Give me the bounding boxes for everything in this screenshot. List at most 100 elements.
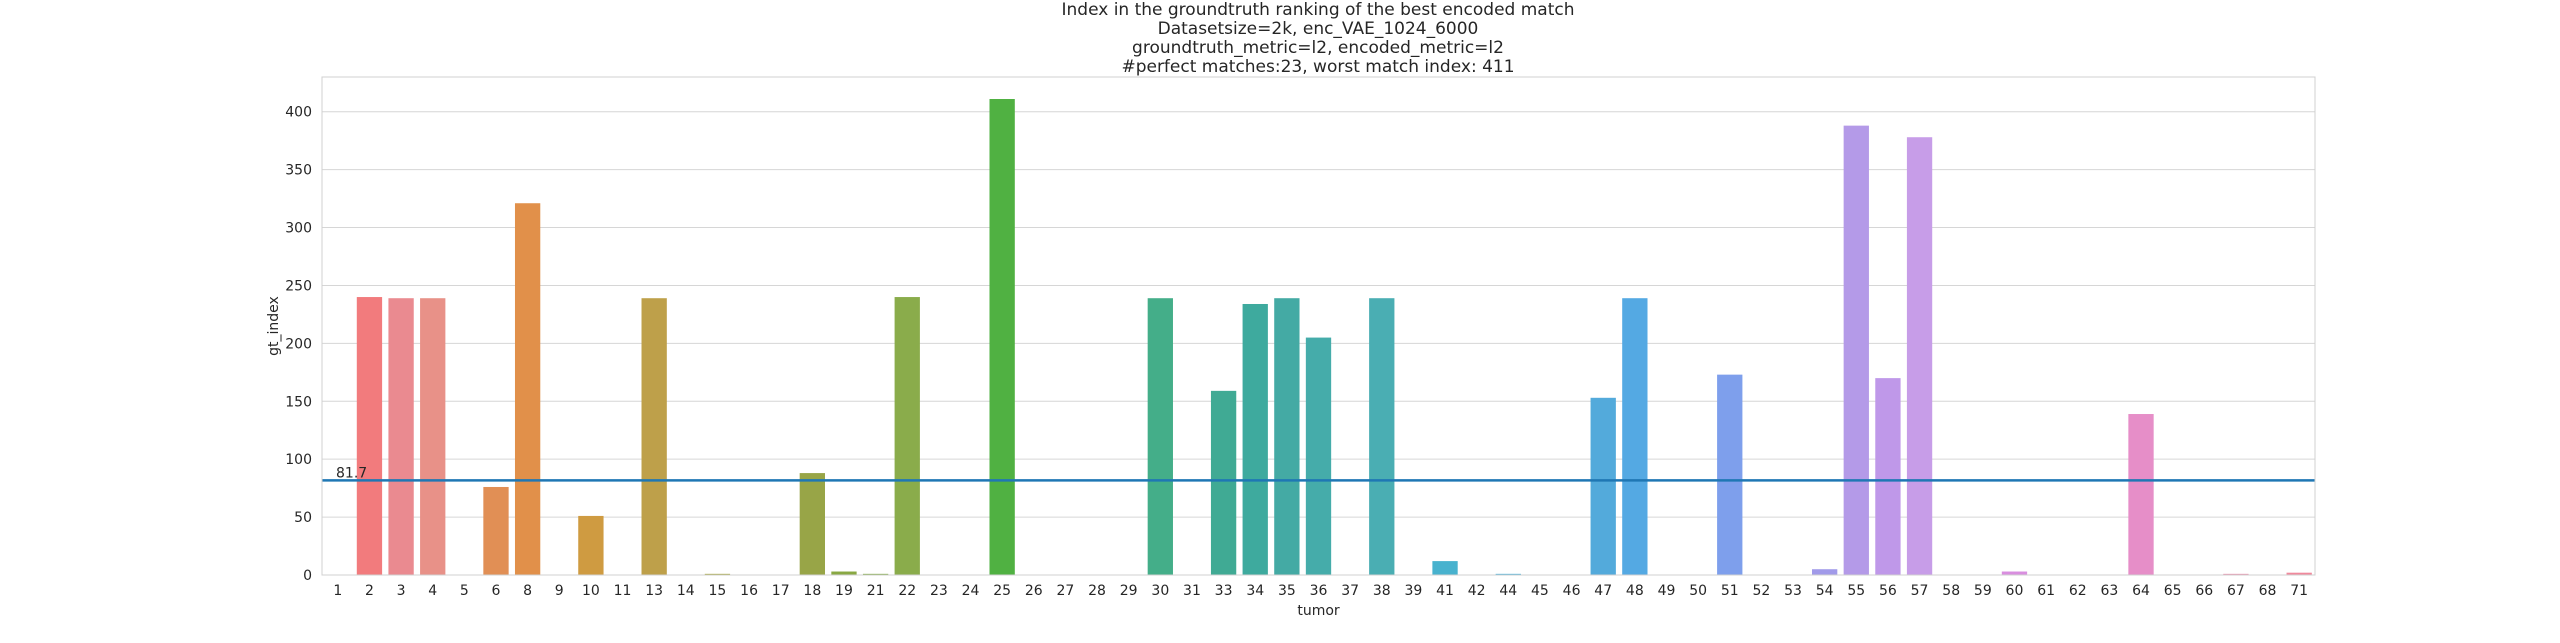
x-tick-label: 46 (1563, 583, 1581, 599)
x-tick-label: 27 (1057, 583, 1075, 599)
x-tick-label: 22 (898, 583, 916, 599)
chart-title-line-3: groundtruth_metric=l2, encoded_metric=l2 (1132, 38, 1504, 58)
x-tick-label: 11 (614, 583, 632, 599)
bar-tumor-54 (1812, 569, 1838, 575)
x-tick-label: 6 (492, 583, 501, 599)
bar-tumor-30 (1147, 298, 1173, 575)
x-tick-label: 53 (1784, 583, 1802, 599)
x-tick-label: 5 (460, 583, 469, 599)
x-tick-label: 33 (1215, 583, 1233, 599)
x-tick-label: 52 (1752, 583, 1770, 599)
y-tick-label: 100 (285, 452, 312, 468)
bar-tumor-36 (1305, 337, 1332, 575)
y-tick-label: 150 (285, 394, 312, 410)
bar-tumor-19 (831, 571, 857, 575)
x-tick-label: 63 (2100, 583, 2118, 599)
mean-line-label: 81.7 (336, 465, 367, 481)
x-tick-label: 31 (1183, 583, 1201, 599)
bar-tumor-22 (894, 297, 920, 575)
y-axis-label: gt_index (266, 296, 282, 356)
x-tick-label: 4 (428, 583, 437, 599)
x-tick-label: 47 (1594, 583, 1612, 599)
bars (356, 99, 2312, 576)
bar-tumor-15 (704, 573, 731, 575)
x-tick-label: 8 (523, 583, 532, 599)
x-tick-label: 21 (867, 583, 885, 599)
plot-frame (321, 76, 2316, 576)
bar-tumor-3 (388, 298, 414, 575)
x-tick-label: 54 (1816, 583, 1834, 599)
x-tick-label: 57 (1911, 583, 1929, 599)
y-tick-label: 0 (303, 568, 312, 584)
x-tick-label: 10 (582, 583, 600, 599)
y-tick-label: 300 (285, 221, 312, 237)
x-tick-label: 1 (333, 583, 342, 599)
bar-tumor-25 (989, 99, 1015, 576)
chart-title: Index in the groundtruth ranking of the … (1061, 0, 1574, 77)
y-tick-label: 200 (285, 336, 312, 352)
x-tick-label: 42 (1468, 583, 1486, 599)
x-tick-labels: 1 2 3 4 5 6 8 9 10 11 13 14 15 16 17 18 19 21 22 23 24 25 26 27… (333, 583, 2308, 599)
bar-tumor-21 (862, 573, 889, 575)
x-tick-label: 19 (835, 583, 853, 599)
bar-tumor-13 (641, 298, 667, 575)
bar-tumor-60 (2001, 571, 2028, 575)
x-tick-label: 30 (1151, 583, 1169, 599)
x-tick-label: 50 (1689, 583, 1707, 599)
bar-tumor-8 (514, 203, 541, 575)
bar-tumor-10 (578, 515, 604, 575)
x-tick-label: 9 (555, 583, 564, 599)
x-tick-label: 17 (772, 583, 790, 599)
x-tick-label: 16 (740, 583, 758, 599)
x-tick-label: 60 (2006, 583, 2024, 599)
bar-tumor-33 (1210, 390, 1237, 575)
y-tick-label: 400 (285, 105, 312, 121)
x-tick-label: 38 (1373, 583, 1391, 599)
x-axis-label: tumor (1297, 603, 1340, 619)
x-tick-label: 41 (1436, 583, 1454, 599)
x-tick-label: 65 (2164, 583, 2182, 599)
x-tick-label: 37 (1341, 583, 1359, 599)
x-tick-label: 45 (1531, 583, 1549, 599)
mean-line-group: 81.7 (322, 465, 2315, 482)
y-tick-label: 250 (285, 278, 312, 294)
x-tick-label: 13 (645, 583, 663, 599)
bar-tumor-51 (1717, 374, 1743, 575)
bar-tumor-71 (2286, 572, 2312, 575)
bar-tumor-38 (1369, 298, 1395, 575)
x-tick-label: 48 (1626, 583, 1644, 599)
x-tick-label: 71 (2290, 583, 2308, 599)
x-tick-label: 35 (1278, 583, 1296, 599)
bar-tumor-57 (1906, 137, 1933, 575)
x-tick-label: 66 (2195, 583, 2213, 599)
x-tick-label: 18 (803, 583, 821, 599)
bar-tumor-6 (483, 486, 509, 575)
x-tick-label: 44 (1499, 583, 1517, 599)
y-tick-label: 50 (294, 510, 312, 526)
chart-title-line-4: #perfect matches:23, worst match index: … (1121, 57, 1514, 77)
bar-tumor-47 (1590, 397, 1616, 575)
x-tick-label: 67 (2227, 583, 2245, 599)
x-tick-label: 64 (2132, 583, 2150, 599)
bar-tumor-64 (2128, 414, 2154, 575)
x-tick-label: 51 (1721, 583, 1739, 599)
x-tick-label: 29 (1120, 583, 1138, 599)
bar-tumor-67 (2223, 573, 2249, 575)
chart-title-line-2: Datasetsize=2k, enc_VAE_1024_6000 (1158, 19, 1479, 39)
x-tick-label: 68 (2259, 583, 2277, 599)
bar-tumor-34 (1242, 303, 1268, 575)
x-tick-label: 49 (1658, 583, 1676, 599)
x-tick-label: 25 (993, 583, 1011, 599)
x-tick-label: 34 (1246, 583, 1264, 599)
x-tick-label: 55 (1847, 583, 1865, 599)
x-tick-label: 61 (2037, 583, 2055, 599)
chart-title-line-1: Index in the groundtruth ranking of the … (1061, 0, 1574, 20)
x-tick-label: 36 (1310, 583, 1328, 599)
bar-tumor-56 (1875, 378, 1901, 575)
x-tick-label: 24 (962, 583, 980, 599)
bar-tumor-2 (356, 297, 383, 575)
x-tick-label: 14 (677, 583, 695, 599)
bar-tumor-4 (420, 298, 446, 575)
x-tick-label: 23 (930, 583, 948, 599)
x-tick-label: 2 (365, 583, 374, 599)
